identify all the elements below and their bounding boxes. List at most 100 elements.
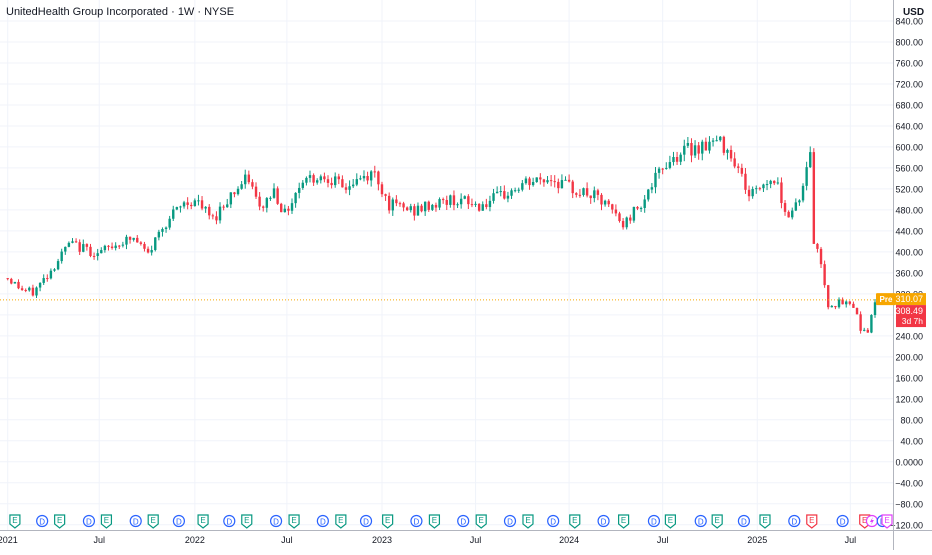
candle-body[interactable] <box>35 287 38 296</box>
candle-body[interactable] <box>236 188 240 195</box>
earnings-shape[interactable] <box>618 514 630 529</box>
candle-body[interactable] <box>283 208 287 213</box>
candle-body[interactable] <box>459 198 463 205</box>
candle-body[interactable] <box>661 168 664 170</box>
candle-body[interactable] <box>467 196 470 205</box>
candle-body[interactable] <box>333 176 337 186</box>
candle-body[interactable] <box>697 145 700 154</box>
candle-body[interactable] <box>409 206 412 211</box>
candle-body[interactable] <box>10 278 13 284</box>
candle-body[interactable] <box>762 184 765 189</box>
candle-body[interactable] <box>348 186 351 190</box>
candle-body[interactable] <box>809 152 812 168</box>
candle-body[interactable] <box>240 184 243 189</box>
candle-body[interactable] <box>413 206 416 216</box>
candle-body[interactable] <box>873 302 877 316</box>
candle-layer[interactable] <box>6 135 880 334</box>
candle-body[interactable] <box>254 186 258 197</box>
dividend-circle[interactable] <box>316 514 329 528</box>
candle-body[interactable] <box>132 237 135 240</box>
candle-body[interactable] <box>330 182 333 186</box>
candle-body[interactable] <box>693 145 697 156</box>
earnings-marker[interactable]: E <box>382 514 394 529</box>
candle-body[interactable] <box>801 185 805 201</box>
candle-body[interactable] <box>373 171 376 173</box>
candle-body[interactable] <box>13 281 17 284</box>
candle-body[interactable] <box>280 203 283 213</box>
dividend-circle[interactable] <box>269 514 283 528</box>
candle-body[interactable] <box>193 200 197 207</box>
candle-body[interactable] <box>398 203 402 205</box>
candle-body[interactable] <box>863 329 866 331</box>
earnings-shape[interactable] <box>569 514 581 529</box>
candle-body[interactable] <box>391 199 394 211</box>
dividend-marker[interactable]: D <box>129 514 142 528</box>
candle-body[interactable] <box>546 180 549 183</box>
candle-body[interactable] <box>85 244 89 247</box>
candle-body[interactable] <box>42 278 45 283</box>
earnings-marker[interactable]: E <box>569 514 581 529</box>
candle-body[interactable] <box>161 229 164 232</box>
dividend-circle[interactable] <box>547 514 560 528</box>
candle-body[interactable] <box>168 218 171 228</box>
candle-body[interactable] <box>852 303 855 308</box>
candle-body[interactable] <box>387 195 391 211</box>
candle-body[interactable] <box>92 255 96 257</box>
candle-body[interactable] <box>503 191 506 199</box>
candle-body[interactable] <box>211 215 215 217</box>
candle-body[interactable] <box>488 200 492 208</box>
candle-body[interactable] <box>823 264 826 286</box>
candle-body[interactable] <box>859 314 862 331</box>
split-marker[interactable] <box>865 514 879 528</box>
candle-body[interactable] <box>639 207 643 209</box>
candle-body[interactable] <box>89 246 92 256</box>
candle-body[interactable] <box>787 211 790 218</box>
candle-body[interactable] <box>654 172 657 188</box>
candle-body[interactable] <box>805 167 808 186</box>
candle-body[interactable] <box>607 200 610 205</box>
candle-body[interactable] <box>20 288 24 290</box>
candle-body[interactable] <box>67 242 71 247</box>
candle-body[interactable] <box>316 180 319 183</box>
candle-body[interactable] <box>186 202 189 205</box>
candle-body[interactable] <box>74 241 78 243</box>
candle-body[interactable] <box>647 189 650 200</box>
earnings-shape[interactable] <box>288 514 300 529</box>
candle-body[interactable] <box>323 176 326 180</box>
candle-body[interactable] <box>751 188 754 197</box>
candle-body[interactable] <box>470 204 474 206</box>
candle-body[interactable] <box>208 206 211 216</box>
candle-body[interactable] <box>215 216 218 221</box>
candle-body[interactable] <box>603 200 607 205</box>
dividend-marker[interactable]: D <box>737 514 751 528</box>
candle-body[interactable] <box>845 301 848 305</box>
candle-body[interactable] <box>143 243 146 249</box>
earnings-shape[interactable] <box>9 514 21 529</box>
candle-body[interactable] <box>452 195 456 206</box>
candle-body[interactable] <box>665 167 668 169</box>
dividend-circle[interactable] <box>36 514 49 528</box>
candle-body[interactable] <box>686 143 690 146</box>
candle-body[interactable] <box>744 173 747 190</box>
dividend-marker[interactable]: D <box>269 514 283 528</box>
candle-body[interactable] <box>582 188 585 196</box>
candle-body[interactable] <box>740 167 744 174</box>
earnings-marker[interactable]: E <box>522 514 534 529</box>
candle-body[interactable] <box>701 141 704 154</box>
candle-body[interactable] <box>672 157 675 163</box>
candle-body[interactable] <box>481 204 484 211</box>
candle-body[interactable] <box>614 209 618 214</box>
candle-body[interactable] <box>78 242 81 252</box>
earnings-marker[interactable]: E <box>806 514 818 529</box>
candle-body[interactable] <box>179 206 182 208</box>
dividend-marker[interactable]: D <box>457 514 470 528</box>
earnings-shape[interactable] <box>382 514 394 529</box>
earnings-marker[interactable]: E <box>881 514 893 529</box>
candle-body[interactable] <box>146 248 150 253</box>
candle-body[interactable] <box>139 242 143 244</box>
dividend-circle[interactable] <box>788 514 801 528</box>
candle-body[interactable] <box>553 181 556 183</box>
earnings-shape[interactable] <box>759 514 771 529</box>
candle-body[interactable] <box>837 299 841 308</box>
dividend-circle[interactable] <box>410 514 423 528</box>
